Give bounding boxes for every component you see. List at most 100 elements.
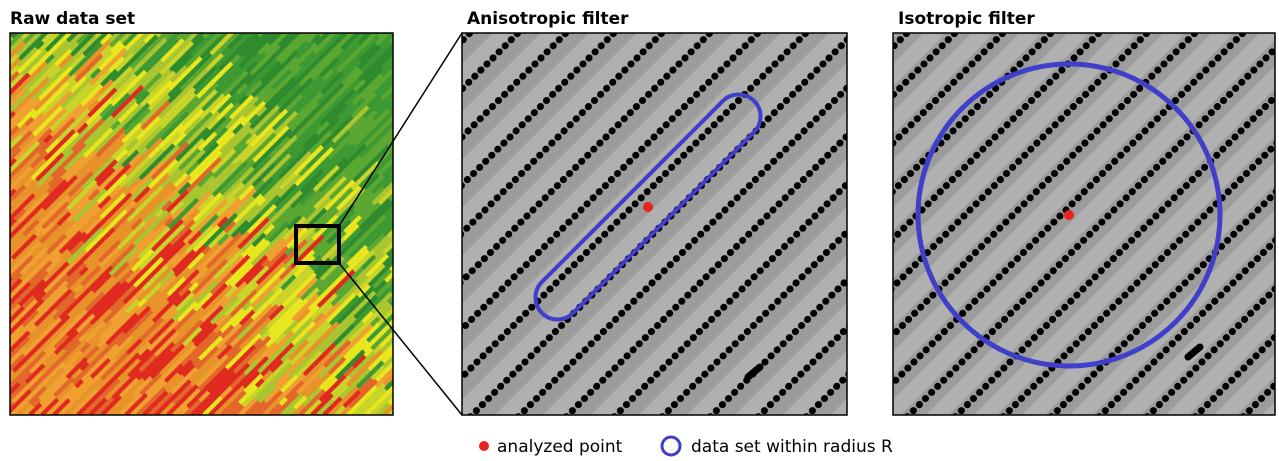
stripe bbox=[300, 277, 324, 301]
stripe bbox=[10, 47, 11, 49]
stripe bbox=[250, 277, 282, 309]
stripe bbox=[42, 285, 70, 313]
stripe bbox=[426, 231, 442, 247]
stripe bbox=[154, 331, 180, 357]
stripe bbox=[175, 127, 210, 162]
stripe bbox=[202, 396, 223, 415]
stripe bbox=[199, 305, 224, 330]
stripe bbox=[366, 312, 393, 343]
light-band bbox=[462, 33, 753, 327]
stripe bbox=[328, 294, 361, 327]
stripe bbox=[404, 233, 428, 257]
stripe bbox=[294, 141, 316, 163]
stripe bbox=[271, 190, 303, 222]
stripe bbox=[437, 174, 451, 188]
stripe bbox=[10, 65, 11, 67]
stripe bbox=[37, 117, 76, 156]
stripe bbox=[173, 53, 194, 74]
stripe bbox=[238, 398, 257, 415]
stripe bbox=[127, 59, 164, 96]
stripe bbox=[84, 345, 100, 361]
stripe bbox=[215, 322, 243, 350]
stripe bbox=[10, 110, 12, 115]
stripe bbox=[118, 227, 134, 243]
track bbox=[893, 33, 1008, 148]
stripe bbox=[186, 110, 221, 145]
stripe bbox=[327, 103, 348, 124]
stripe bbox=[103, 301, 126, 324]
stripe bbox=[201, 33, 224, 52]
stripe bbox=[421, 315, 454, 348]
stripe bbox=[409, 2, 443, 36]
stripe bbox=[97, 164, 125, 192]
stripe bbox=[10, 258, 25, 277]
stripe bbox=[262, 153, 292, 183]
stripe bbox=[411, 295, 420, 304]
stripe bbox=[333, 323, 356, 346]
stripe bbox=[181, 363, 196, 378]
stripe bbox=[233, 167, 266, 200]
stripe bbox=[72, 91, 102, 121]
stripe bbox=[241, 155, 272, 186]
zoom-box bbox=[294, 224, 341, 265]
stripe bbox=[358, 42, 379, 63]
stripe bbox=[347, 117, 376, 146]
stripe bbox=[308, 168, 325, 185]
track bbox=[744, 363, 764, 381]
stripe bbox=[290, 179, 320, 209]
stripe bbox=[10, 227, 38, 259]
stripe bbox=[62, 339, 88, 365]
stripe bbox=[196, 284, 233, 321]
stripe bbox=[44, 53, 56, 65]
stripe bbox=[160, 304, 177, 321]
stripe bbox=[425, 112, 453, 140]
stripe bbox=[275, 268, 315, 308]
stripe bbox=[442, 249, 454, 261]
stripe bbox=[248, 303, 280, 335]
stripe bbox=[698, 8, 726, 36]
stripe bbox=[38, 231, 52, 245]
stripe bbox=[21, 33, 32, 40]
stripe bbox=[105, 236, 137, 268]
stripe bbox=[67, 42, 103, 78]
stripe bbox=[413, 102, 427, 116]
stripe bbox=[0, 268, 3, 280]
stripe bbox=[334, 405, 346, 415]
stripe bbox=[364, 114, 393, 147]
stripe bbox=[126, 194, 155, 223]
stripe bbox=[103, 163, 132, 192]
stripe bbox=[39, 376, 69, 406]
stripe bbox=[340, 405, 352, 415]
stripe bbox=[326, 293, 338, 305]
stripe bbox=[242, 104, 257, 119]
stripe bbox=[169, 95, 200, 126]
stripe bbox=[10, 281, 32, 306]
stripe bbox=[112, 261, 130, 279]
stripe bbox=[434, 156, 458, 180]
stripe bbox=[38, 65, 74, 101]
stripe bbox=[346, 385, 378, 415]
stripe bbox=[66, 33, 80, 43]
stripe bbox=[391, 360, 393, 364]
stripe bbox=[188, 158, 209, 179]
stripe bbox=[96, 322, 123, 349]
stripe bbox=[172, 132, 187, 147]
stripe bbox=[331, 383, 350, 402]
stripe bbox=[239, 309, 256, 326]
stripe bbox=[420, 145, 426, 151]
stripe bbox=[353, 294, 379, 320]
stripe bbox=[164, 33, 176, 41]
stripe bbox=[192, 357, 202, 367]
stripe bbox=[130, 248, 155, 273]
stripe bbox=[0, 300, 1, 330]
stripe bbox=[159, 269, 176, 286]
stripe bbox=[124, 137, 164, 177]
stripe bbox=[61, 127, 90, 156]
stripe bbox=[122, 305, 152, 335]
stripe bbox=[133, 37, 168, 72]
legend-label: analyzed point bbox=[497, 437, 623, 457]
stripe bbox=[253, 337, 264, 348]
stripe bbox=[231, 355, 270, 394]
stripe bbox=[196, 61, 234, 99]
stripe bbox=[425, 316, 460, 351]
